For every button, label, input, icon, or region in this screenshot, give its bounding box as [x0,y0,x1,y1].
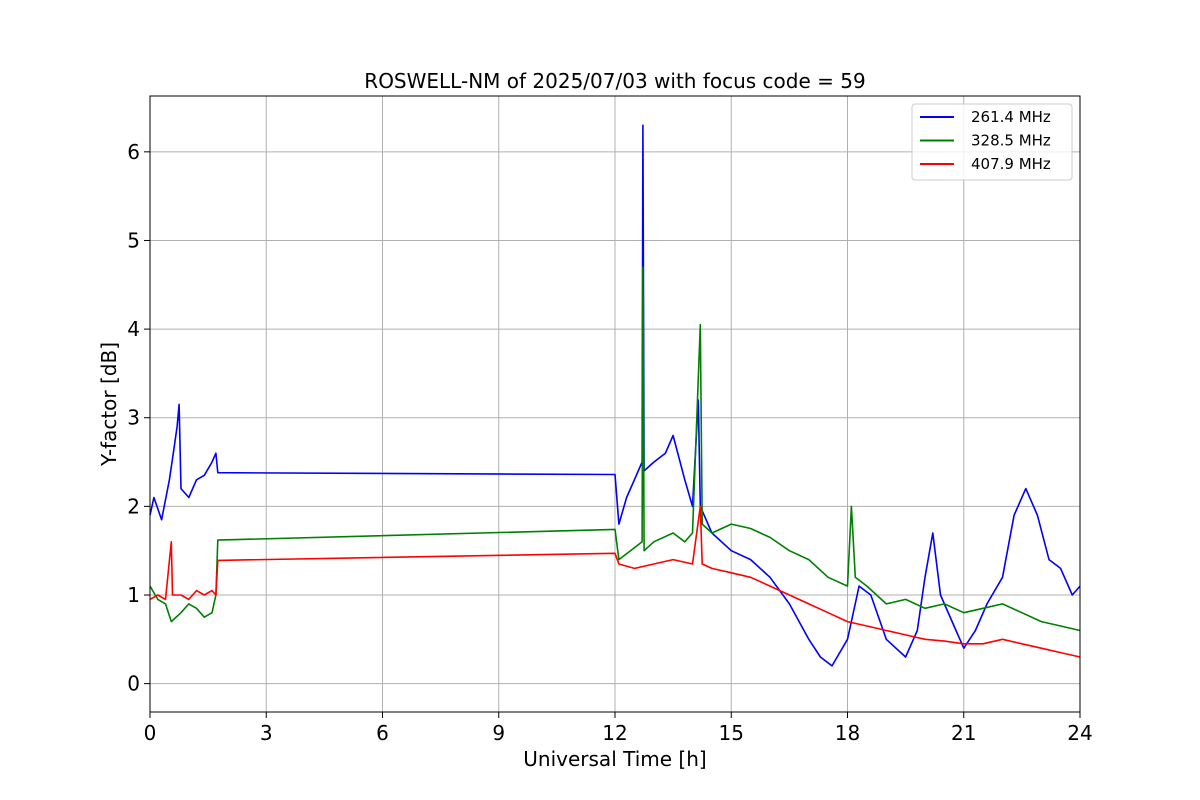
x-tick-label: 0 [144,721,157,745]
legend-label-2: 407.9 MHz [971,155,1051,173]
legend-label-0: 261.4 MHz [971,108,1051,126]
y-tick-label: 5 [127,228,140,252]
y-tick-label: 1 [127,583,140,607]
x-tick-label: 3 [260,721,273,745]
x-tick-label: 24 [1067,721,1092,745]
legend-label-1: 328.5 MHz [971,132,1051,150]
x-axis-label: Universal Time [h] [523,747,706,771]
x-tick-label: 12 [602,721,627,745]
y-axis-label: Y-factor [dB] [97,342,121,467]
y-tick-label: 2 [127,494,140,518]
legend-entries: 261.4 MHz 328.5 MHz 407.9 MHz [920,108,1051,173]
chart-title: ROSWELL-NM of 2025/07/03 with focus code… [364,69,865,93]
series-lines [149,124,1081,667]
x-axis-ticks: 0 3 6 9 12 15 18 21 24 [144,712,1093,745]
x-tick-label: 6 [376,721,389,745]
series-line-2 [149,505,1081,658]
legend: 261.4 MHz 328.5 MHz 407.9 MHz [911,103,1073,181]
y-tick-label: 6 [127,140,140,164]
y-tick-label: 0 [127,672,140,696]
x-tick-label: 18 [835,721,860,745]
series-line-1 [149,266,1081,632]
legend-box [911,103,1073,181]
x-tick-label: 15 [719,721,744,745]
y-tick-label: 3 [127,406,140,430]
x-tick-label: 9 [492,721,505,745]
y-axis-ticks: 0 1 2 3 4 5 6 [127,140,150,696]
x-tick-label: 21 [951,721,976,745]
y-tick-label: 4 [127,317,140,341]
